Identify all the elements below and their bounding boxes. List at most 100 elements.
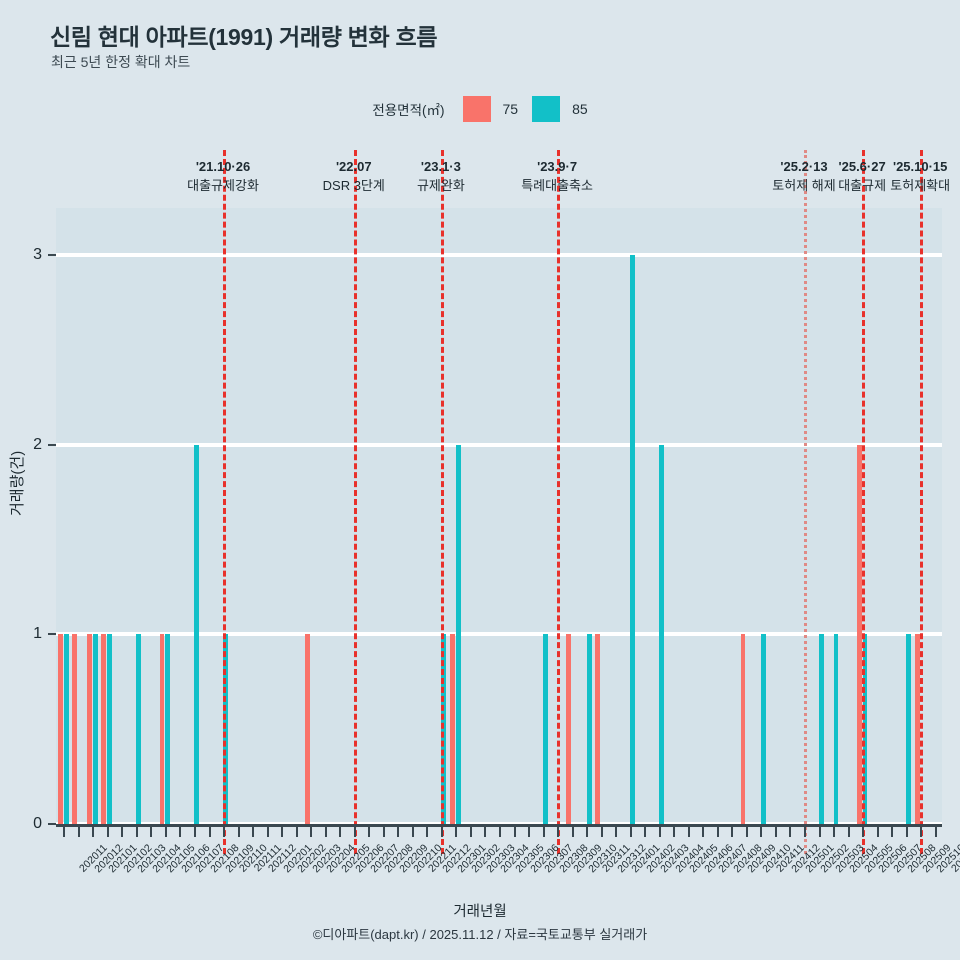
x-tick-mark — [324, 824, 327, 837]
bar[interactable] — [630, 255, 636, 824]
annotation-date: '25.2·13 — [780, 159, 828, 174]
bar[interactable] — [566, 634, 572, 824]
plot-area — [56, 150, 942, 854]
legend-item-85[interactable]: 85 — [532, 96, 588, 122]
x-tick-mark — [499, 824, 501, 837]
annotation-date: '23.1·3 — [420, 159, 461, 174]
x-tick-mark — [469, 824, 472, 837]
bar[interactable] — [543, 634, 548, 824]
x-tick-mark — [745, 824, 748, 837]
bar[interactable] — [107, 634, 113, 824]
annotation-date: '21.10·26 — [195, 159, 251, 174]
x-tick-mark — [484, 824, 487, 837]
x-tick-mark — [106, 824, 109, 837]
x-tick-mark — [455, 824, 458, 837]
x-tick-mark — [223, 824, 226, 837]
legend-swatch-75 — [462, 96, 491, 122]
x-tick-mark — [557, 824, 560, 837]
bar[interactable] — [304, 634, 310, 824]
page-subtitle: 최근 5년 한정 확대 차트 — [51, 54, 191, 70]
bar[interactable] — [63, 634, 69, 824]
x-tick-mark — [644, 824, 647, 837]
annotation-text: 특례대출축소 — [521, 177, 593, 193]
page-title: 신림 현대 아파트(1991) 거래량 변화 흐름 — [50, 24, 438, 50]
bar[interactable] — [450, 634, 455, 824]
y-tick-label: 2 — [33, 435, 42, 453]
x-axis-title: 거래년월 — [453, 904, 507, 920]
x-tick-mark — [426, 824, 429, 837]
y-axis-title: 거래량(건) — [9, 450, 26, 516]
y-tick-mark — [48, 823, 56, 825]
x-tick-mark — [382, 824, 385, 837]
x-tick-mark — [804, 824, 807, 837]
legend-item-75[interactable]: 75 — [462, 96, 519, 122]
x-tick-mark — [542, 824, 545, 837]
annotation-text: 대출규제 — [838, 177, 887, 193]
bar[interactable] — [740, 634, 746, 824]
annotation-label: '25.6·27 대출규제 — [782, 158, 942, 196]
bar[interactable] — [72, 634, 78, 824]
gridline — [56, 632, 942, 637]
bar[interactable] — [659, 444, 665, 824]
x-tick-mark — [702, 824, 705, 837]
x-tick-mark — [847, 824, 850, 837]
bar[interactable] — [159, 634, 165, 824]
x-tick-mark — [121, 824, 124, 837]
x-tick-mark — [658, 824, 661, 837]
x-tick-mark — [818, 824, 821, 837]
bar[interactable] — [856, 444, 862, 824]
annotation-text: 토허제확대 — [890, 177, 951, 193]
bar[interactable] — [833, 634, 839, 824]
x-tick-mark — [731, 824, 734, 837]
annotation-text: DSR 3단계 — [322, 177, 385, 193]
annotation-line — [353, 150, 357, 854]
bar[interactable] — [455, 444, 461, 824]
annotation-date: '25.10·15 — [892, 159, 948, 174]
x-tick-mark — [77, 824, 80, 837]
annotation-date: '23.9·7 — [537, 159, 578, 174]
annotation-label: '23.9·7 특례대출축소 — [477, 158, 637, 196]
x-tick-mark — [353, 824, 356, 837]
x-tick-mark — [876, 824, 879, 837]
bar[interactable] — [92, 634, 98, 824]
x-tick-mark — [252, 824, 255, 837]
x-tick-mark — [789, 824, 792, 837]
x-tick-mark — [135, 824, 138, 837]
bar[interactable] — [101, 634, 107, 824]
y-tick-label: 0 — [33, 815, 42, 832]
bar[interactable] — [194, 444, 200, 824]
x-tick-mark — [397, 824, 400, 837]
x-tick-mark — [891, 824, 894, 837]
x-tick-mark — [513, 824, 516, 837]
annotation-line — [920, 150, 924, 854]
gridline — [56, 253, 942, 258]
x-tick-mark — [63, 824, 66, 837]
x-tick-mark — [208, 824, 211, 837]
legend-label-75: 75 — [502, 101, 519, 117]
bar[interactable] — [136, 634, 142, 824]
y-tick-label: 1 — [33, 625, 42, 643]
bar[interactable] — [165, 634, 171, 824]
bar[interactable] — [57, 634, 63, 824]
x-tick-mark — [528, 824, 531, 837]
bar[interactable] — [586, 634, 592, 824]
annotation-line — [223, 150, 227, 854]
annotation-line — [862, 150, 866, 854]
x-tick-mark — [92, 824, 95, 837]
x-tick-mark — [760, 824, 763, 837]
legend-label-85: 85 — [572, 101, 588, 117]
annotation-text: 토허제 해제 — [772, 177, 836, 193]
bar[interactable] — [914, 634, 920, 824]
legend-title: 전용면적(㎡) — [372, 103, 445, 118]
x-tick-mark — [629, 824, 632, 837]
bar[interactable] — [760, 634, 766, 824]
gridline — [56, 442, 942, 447]
bar[interactable] — [906, 634, 912, 824]
x-tick-mark — [179, 824, 182, 837]
bar[interactable] — [818, 634, 824, 824]
bar[interactable] — [595, 634, 601, 824]
x-axis — [56, 824, 942, 837]
footer-credit: ©디아파트(dapt.kr) / 2025.11.12 / 자료=국토교통부 실… — [312, 927, 648, 942]
bar[interactable] — [86, 634, 92, 824]
x-tick-mark — [716, 824, 719, 837]
